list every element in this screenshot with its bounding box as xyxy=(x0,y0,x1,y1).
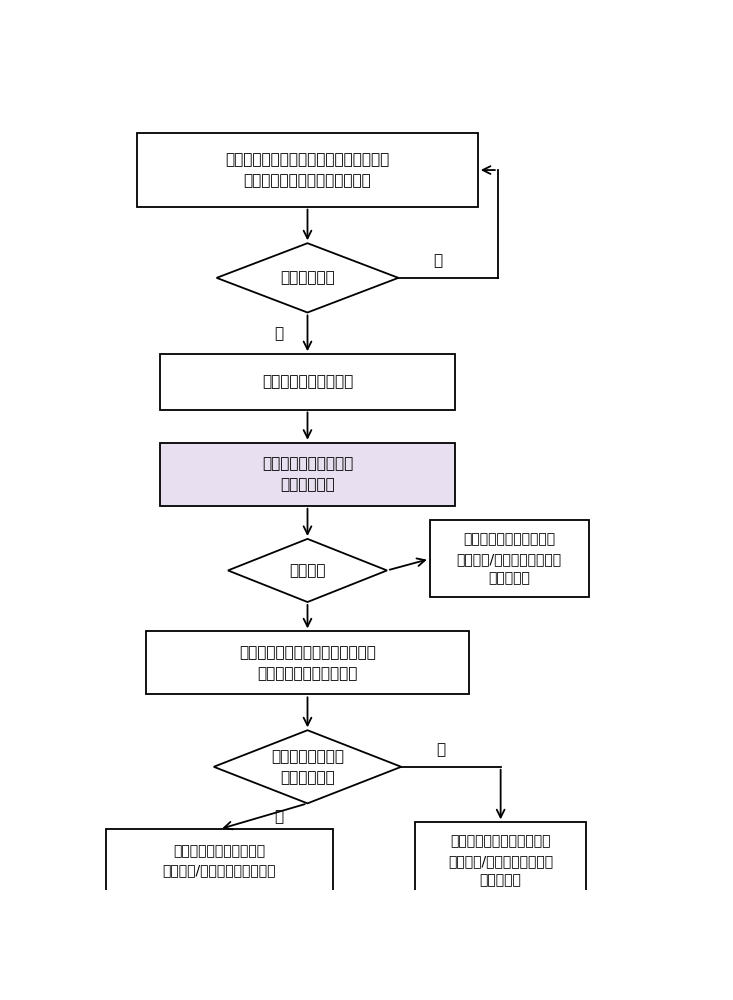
Polygon shape xyxy=(217,243,399,312)
Text: 终端类型: 终端类型 xyxy=(290,563,325,578)
Text: 提取该异常信号的特征: 提取该异常信号的特征 xyxy=(262,374,353,389)
Text: 是: 是 xyxy=(275,809,284,824)
Text: 专业测试处理终端主动向具
合法基站/接入点汇报该异常
信号的特征: 专业测试处理终端主动向具 合法基站/接入点汇报该异常 信号的特征 xyxy=(448,834,553,887)
Text: 专业测试处理终端根据降维后的异
常信号特征对其进行识别: 专业测试处理终端根据降维后的异 常信号特征对其进行识别 xyxy=(239,645,376,681)
Text: 否: 否 xyxy=(436,742,446,757)
Text: 初级测试处理终端和专业测试处理终端周
期性地对所在环境进行信号检测: 初级测试处理终端和专业测试处理终端周 期性地对所在环境进行信号检测 xyxy=(225,152,390,188)
Text: 是: 是 xyxy=(275,326,284,341)
Text: 发现异常信号: 发现异常信号 xyxy=(280,270,335,285)
Polygon shape xyxy=(214,730,401,803)
FancyBboxPatch shape xyxy=(416,822,586,899)
FancyBboxPatch shape xyxy=(106,829,333,892)
Text: 专业测试处理终端主动向
合法基站/接入点汇报预警信号: 专业测试处理终端主动向 合法基站/接入点汇报预警信号 xyxy=(163,844,276,877)
Text: 否: 否 xyxy=(434,253,443,268)
FancyBboxPatch shape xyxy=(146,631,469,694)
FancyBboxPatch shape xyxy=(160,443,455,506)
Text: 初级测试处理终端主动向
合法基站/接入点汇报该异常
信号的特征: 初级测试处理终端主动向 合法基站/接入点汇报该异常 信号的特征 xyxy=(457,532,561,585)
Polygon shape xyxy=(228,539,387,602)
Text: 判断该异常信号是
否为非法信号: 判断该异常信号是 否为非法信号 xyxy=(271,749,344,785)
FancyBboxPatch shape xyxy=(160,354,455,410)
Text: 对提取的异常信号特征
进行降维处理: 对提取的异常信号特征 进行降维处理 xyxy=(262,456,353,492)
FancyBboxPatch shape xyxy=(430,520,589,597)
FancyBboxPatch shape xyxy=(137,133,478,207)
